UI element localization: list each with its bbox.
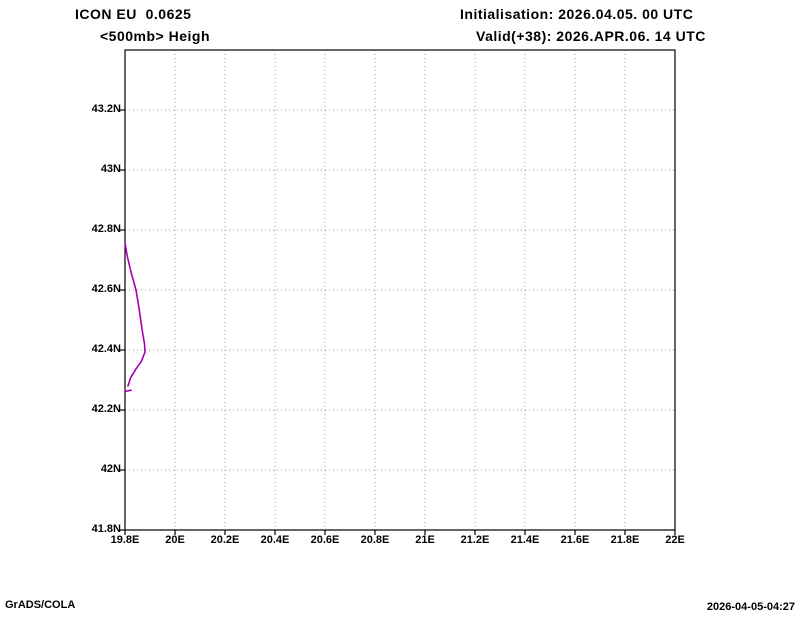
- x-tick-label: 20.2E: [210, 534, 240, 546]
- level-title: <500mb> Heigh: [100, 28, 210, 44]
- y-tick-label: 42.6N: [91, 283, 121, 295]
- x-tick-label: 20.6E: [310, 534, 340, 546]
- init-time-label: Initialisation: 2026.04.05. 00 UTC: [460, 6, 694, 22]
- x-tick-label: 21.8E: [610, 534, 640, 546]
- height-contour-fragment: [124, 389, 132, 393]
- height-contour-main: [124, 242, 146, 387]
- x-tick-label: 22E: [665, 534, 685, 546]
- model-title: ICON EU 0.0625: [75, 6, 192, 22]
- creation-timestamp: 2026-04-05-04:27: [706, 601, 795, 613]
- x-tick-label: 21.6E: [560, 534, 590, 546]
- x-tick-label: 21.2E: [460, 534, 490, 546]
- x-tick-label: 21.4E: [510, 534, 540, 546]
- x-tick-label: 20E: [165, 534, 185, 546]
- x-tick-label: 21E: [415, 534, 435, 546]
- y-tick-label: 43.2N: [91, 103, 121, 115]
- x-tick-label: 20.4E: [260, 534, 290, 546]
- y-tick-label: 41.8N: [91, 523, 121, 535]
- y-tick-label: 42.4N: [91, 343, 121, 355]
- y-tick-label: 42.2N: [91, 403, 121, 415]
- grads-credit: GrADS/COLA: [5, 599, 76, 611]
- y-tick-label: 42.8N: [91, 223, 121, 235]
- valid-time-label: Valid(+38): 2026.APR.06. 14 UTC: [476, 28, 706, 44]
- y-tick-label: 42N: [100, 463, 121, 475]
- plot-frame: [124, 49, 676, 531]
- y-tick-label: 43N: [100, 163, 121, 175]
- x-tick-label: 19.8E: [110, 534, 140, 546]
- x-tick-label: 20.8E: [360, 534, 390, 546]
